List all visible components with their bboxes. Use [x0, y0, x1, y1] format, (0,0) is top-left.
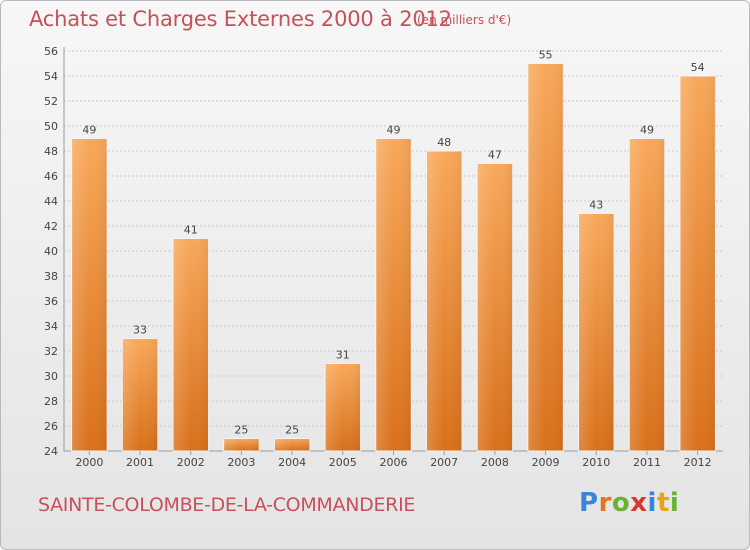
brand-letter: i: [647, 488, 657, 518]
y-tick-label: 54: [44, 70, 58, 83]
brand-letter: o: [611, 488, 631, 518]
data-label: 48: [437, 136, 451, 149]
y-tick-label: 28: [44, 395, 58, 408]
data-label: 55: [539, 49, 553, 62]
y-tick-label: 44: [44, 195, 58, 208]
bar-shine: [71, 138, 108, 451]
commune-name: SAINTE-COLOMBE-DE-LA-COMMANDERIE: [38, 494, 416, 516]
bars: [71, 63, 716, 452]
bar-shine: [325, 363, 361, 451]
data-label: 49: [82, 124, 96, 137]
y-tick-label: 50: [44, 120, 58, 133]
y-tick-label: 30: [44, 370, 58, 383]
proxiti-logo: Proxiti: [579, 488, 679, 518]
bar-shine: [477, 163, 513, 451]
data-label: 47: [488, 149, 502, 162]
y-tick-label: 38: [44, 270, 58, 283]
data-label: 25: [234, 424, 248, 437]
x-tick-label: 2004: [278, 456, 306, 469]
brand-letter: x: [630, 488, 648, 518]
chart-title: Achats et Charges Externes 2000 à 2012: [29, 7, 452, 31]
bar-shine: [122, 338, 158, 451]
y-tick-label: 32: [44, 345, 58, 358]
y-tick-label: 26: [44, 420, 58, 433]
y-tick-labels: 24 26 28 30 32 34 36 38 40 42 44 46 48 50 52 54 56: [44, 45, 58, 458]
bar-shine: [223, 438, 260, 451]
x-tick-label: 2008: [481, 456, 509, 469]
data-labels: 49 33 41 25 25 31 49 48 47 55 43 49 54: [82, 49, 704, 437]
bar-shine: [679, 76, 716, 451]
data-label: 25: [285, 424, 299, 437]
x-tick-label: 2010: [582, 456, 610, 469]
bar-shine: [274, 438, 310, 451]
y-tick-label: 34: [44, 320, 58, 333]
y-tick-label: 56: [44, 45, 58, 58]
y-tick-label: 48: [44, 145, 58, 158]
y-tick-label: 24: [44, 445, 58, 458]
x-tick-label: 2007: [430, 456, 458, 469]
y-tick-label: 46: [44, 170, 58, 183]
brand-letter: r: [598, 488, 612, 518]
x-tick-label: 2002: [177, 456, 205, 469]
x-tick-label: 2011: [633, 456, 661, 469]
x-tick-label: 2009: [532, 456, 560, 469]
brand-letter: i: [669, 488, 680, 518]
chart-subtitle: (en milliers d'€): [417, 13, 512, 27]
brand-letter: P: [579, 488, 599, 518]
data-label: 41: [184, 224, 198, 237]
x-tick-label: 2012: [684, 456, 712, 469]
bar-shine: [527, 63, 564, 451]
data-label: 33: [133, 324, 147, 337]
bar-shine: [172, 238, 209, 451]
y-tick-label: 36: [44, 295, 58, 308]
bar-shine: [578, 213, 615, 451]
y-tick-label: 42: [44, 220, 58, 233]
x-tick-label: 2001: [126, 456, 154, 469]
data-label: 49: [640, 124, 654, 137]
brand-letter: t: [656, 488, 670, 518]
x-tick-label: 2005: [329, 456, 357, 469]
data-label: 49: [387, 124, 401, 137]
x-tick-labels: 2000 2001 2002 2003 2004 2005 2006 2007 2008 2009…: [75, 451, 712, 469]
x-tick-label: 2003: [227, 456, 255, 469]
x-tick-label: 2000: [75, 456, 103, 469]
data-label: 54: [691, 61, 705, 74]
y-tick-label: 52: [44, 95, 58, 108]
y-tick-label: 40: [44, 245, 58, 258]
data-label: 43: [589, 199, 603, 212]
bar-shine: [629, 138, 665, 451]
bar-shine: [426, 151, 462, 451]
bar-shine: [375, 138, 412, 451]
x-tick-label: 2006: [380, 456, 408, 469]
data-label: 31: [336, 349, 350, 362]
